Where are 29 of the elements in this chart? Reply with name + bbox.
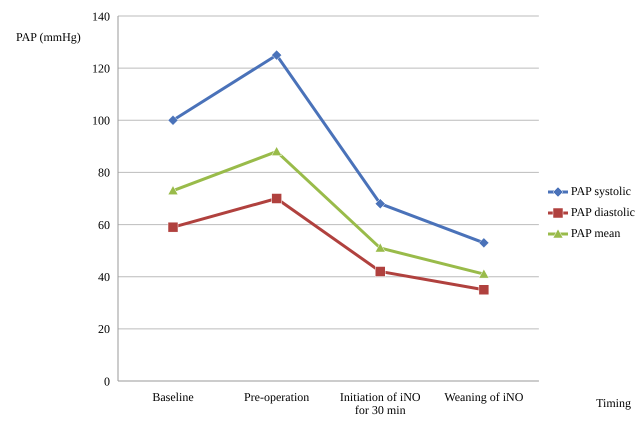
y-tick-label: 100 <box>92 114 110 128</box>
legend-label: PAP systolic <box>570 184 632 199</box>
x-tick-label: Pre-operation <box>244 390 310 404</box>
y-tick-label: 80 <box>98 166 110 180</box>
point <box>168 222 178 232</box>
y-tick-label: 20 <box>98 322 110 336</box>
point <box>478 268 490 278</box>
point <box>271 50 282 60</box>
x-tick-label: Initiation of iNO for 30 min <box>340 390 421 417</box>
point <box>375 242 386 252</box>
legend-label: PAP mean <box>570 226 620 241</box>
point <box>271 146 282 156</box>
y-tick-label: 140 <box>92 9 110 24</box>
x-axis-title: Timing <box>596 396 631 411</box>
point <box>271 193 282 204</box>
x-tick-label: Weaning of iNO <box>444 390 524 404</box>
point <box>168 115 178 126</box>
legend-label: PAP diastolic <box>570 205 635 220</box>
point <box>375 266 386 277</box>
x-tick-label: Baseline <box>152 390 194 404</box>
point <box>478 284 490 295</box>
y-axis-title: PAP (mmHg) <box>16 30 81 45</box>
y-tick-label: 120 <box>92 61 110 76</box>
point <box>478 238 490 248</box>
y-tick-label: 0 <box>104 374 110 388</box>
point <box>168 185 178 195</box>
y-tick-label: 60 <box>98 218 110 232</box>
y-tick-label: 40 <box>98 270 110 284</box>
point <box>375 198 386 209</box>
